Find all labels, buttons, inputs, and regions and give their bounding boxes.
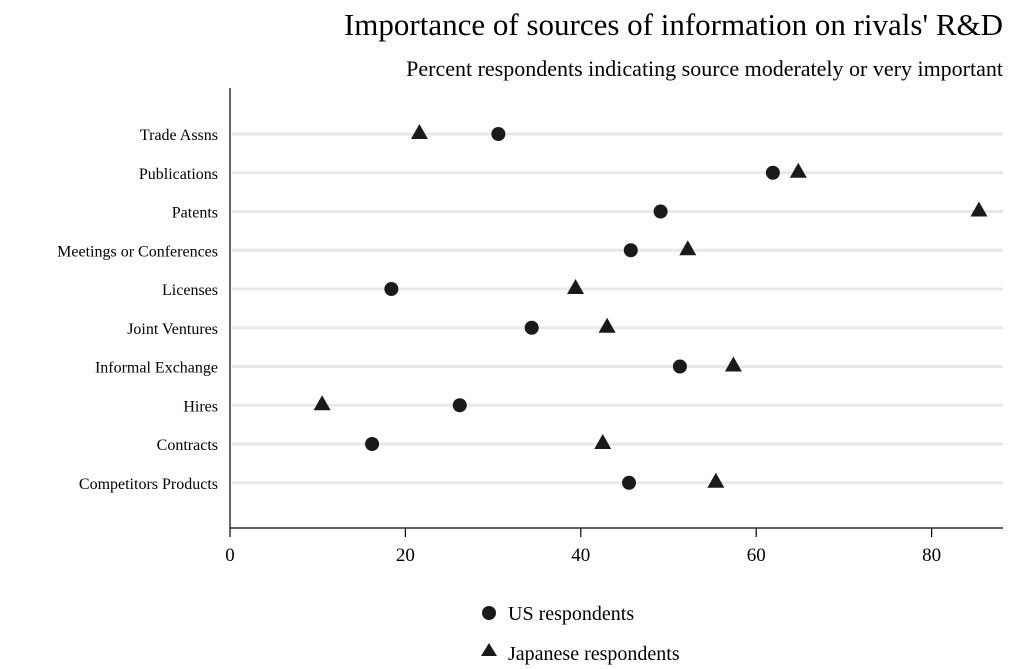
- us-point: [765, 165, 780, 180]
- us-point: [623, 243, 638, 258]
- legend-label-us: US respondents: [508, 603, 634, 625]
- category-label: Contracts: [157, 437, 218, 454]
- category-label: Competitors Products: [79, 476, 218, 493]
- chart-title: Importance of sources of information on …: [344, 7, 1003, 42]
- japan-point: [594, 434, 612, 449]
- japan-point: [789, 162, 807, 178]
- japan-point: [567, 279, 585, 294]
- japan-point: [707, 472, 725, 488]
- us-point: [452, 398, 467, 413]
- legend-marker-us: [482, 606, 496, 620]
- x-tick-label: 80: [922, 545, 941, 566]
- japan-point: [970, 201, 988, 217]
- us-point: [491, 127, 506, 141]
- category-labels: Trade Assns Publications Patents Meetings o…: [57, 127, 218, 493]
- x-tick-label: 20: [396, 545, 415, 566]
- x-tick-label: 60: [747, 545, 766, 566]
- us-point: [622, 475, 637, 490]
- category-label: Trade Assns: [140, 127, 218, 144]
- x-tick-label: 0: [225, 545, 235, 566]
- us-point: [672, 359, 687, 374]
- gridlines: [232, 132, 1003, 485]
- chart-subtitle: Percent respondents indicating source mo…: [406, 56, 1003, 81]
- category-label: Patents: [172, 205, 218, 222]
- category-label: Licenses: [162, 282, 218, 299]
- legend: US respondents Japanese respondents: [481, 603, 680, 665]
- japan-point: [724, 356, 742, 372]
- japan-point: [679, 240, 697, 256]
- data-points: [313, 124, 988, 490]
- category-label: Hires: [183, 398, 218, 415]
- japan-point: [598, 317, 616, 333]
- category-label: Joint Ventures: [127, 321, 218, 338]
- legend-marker-japan: [481, 643, 497, 656]
- legend-label-japan: Japanese respondents: [508, 643, 680, 665]
- japan-point: [313, 395, 331, 411]
- category-label: Informal Exchange: [95, 360, 218, 377]
- category-label: Meetings or Conferences: [57, 243, 218, 260]
- category-label: Publications: [139, 166, 218, 183]
- x-tick-label: 40: [571, 545, 590, 566]
- japan-point: [410, 124, 428, 139]
- us-point: [653, 204, 668, 219]
- x-axis-ticks: 0 20 40 60 80: [225, 528, 941, 566]
- us-point: [384, 282, 399, 296]
- us-point: [365, 437, 380, 451]
- us-point: [524, 320, 539, 335]
